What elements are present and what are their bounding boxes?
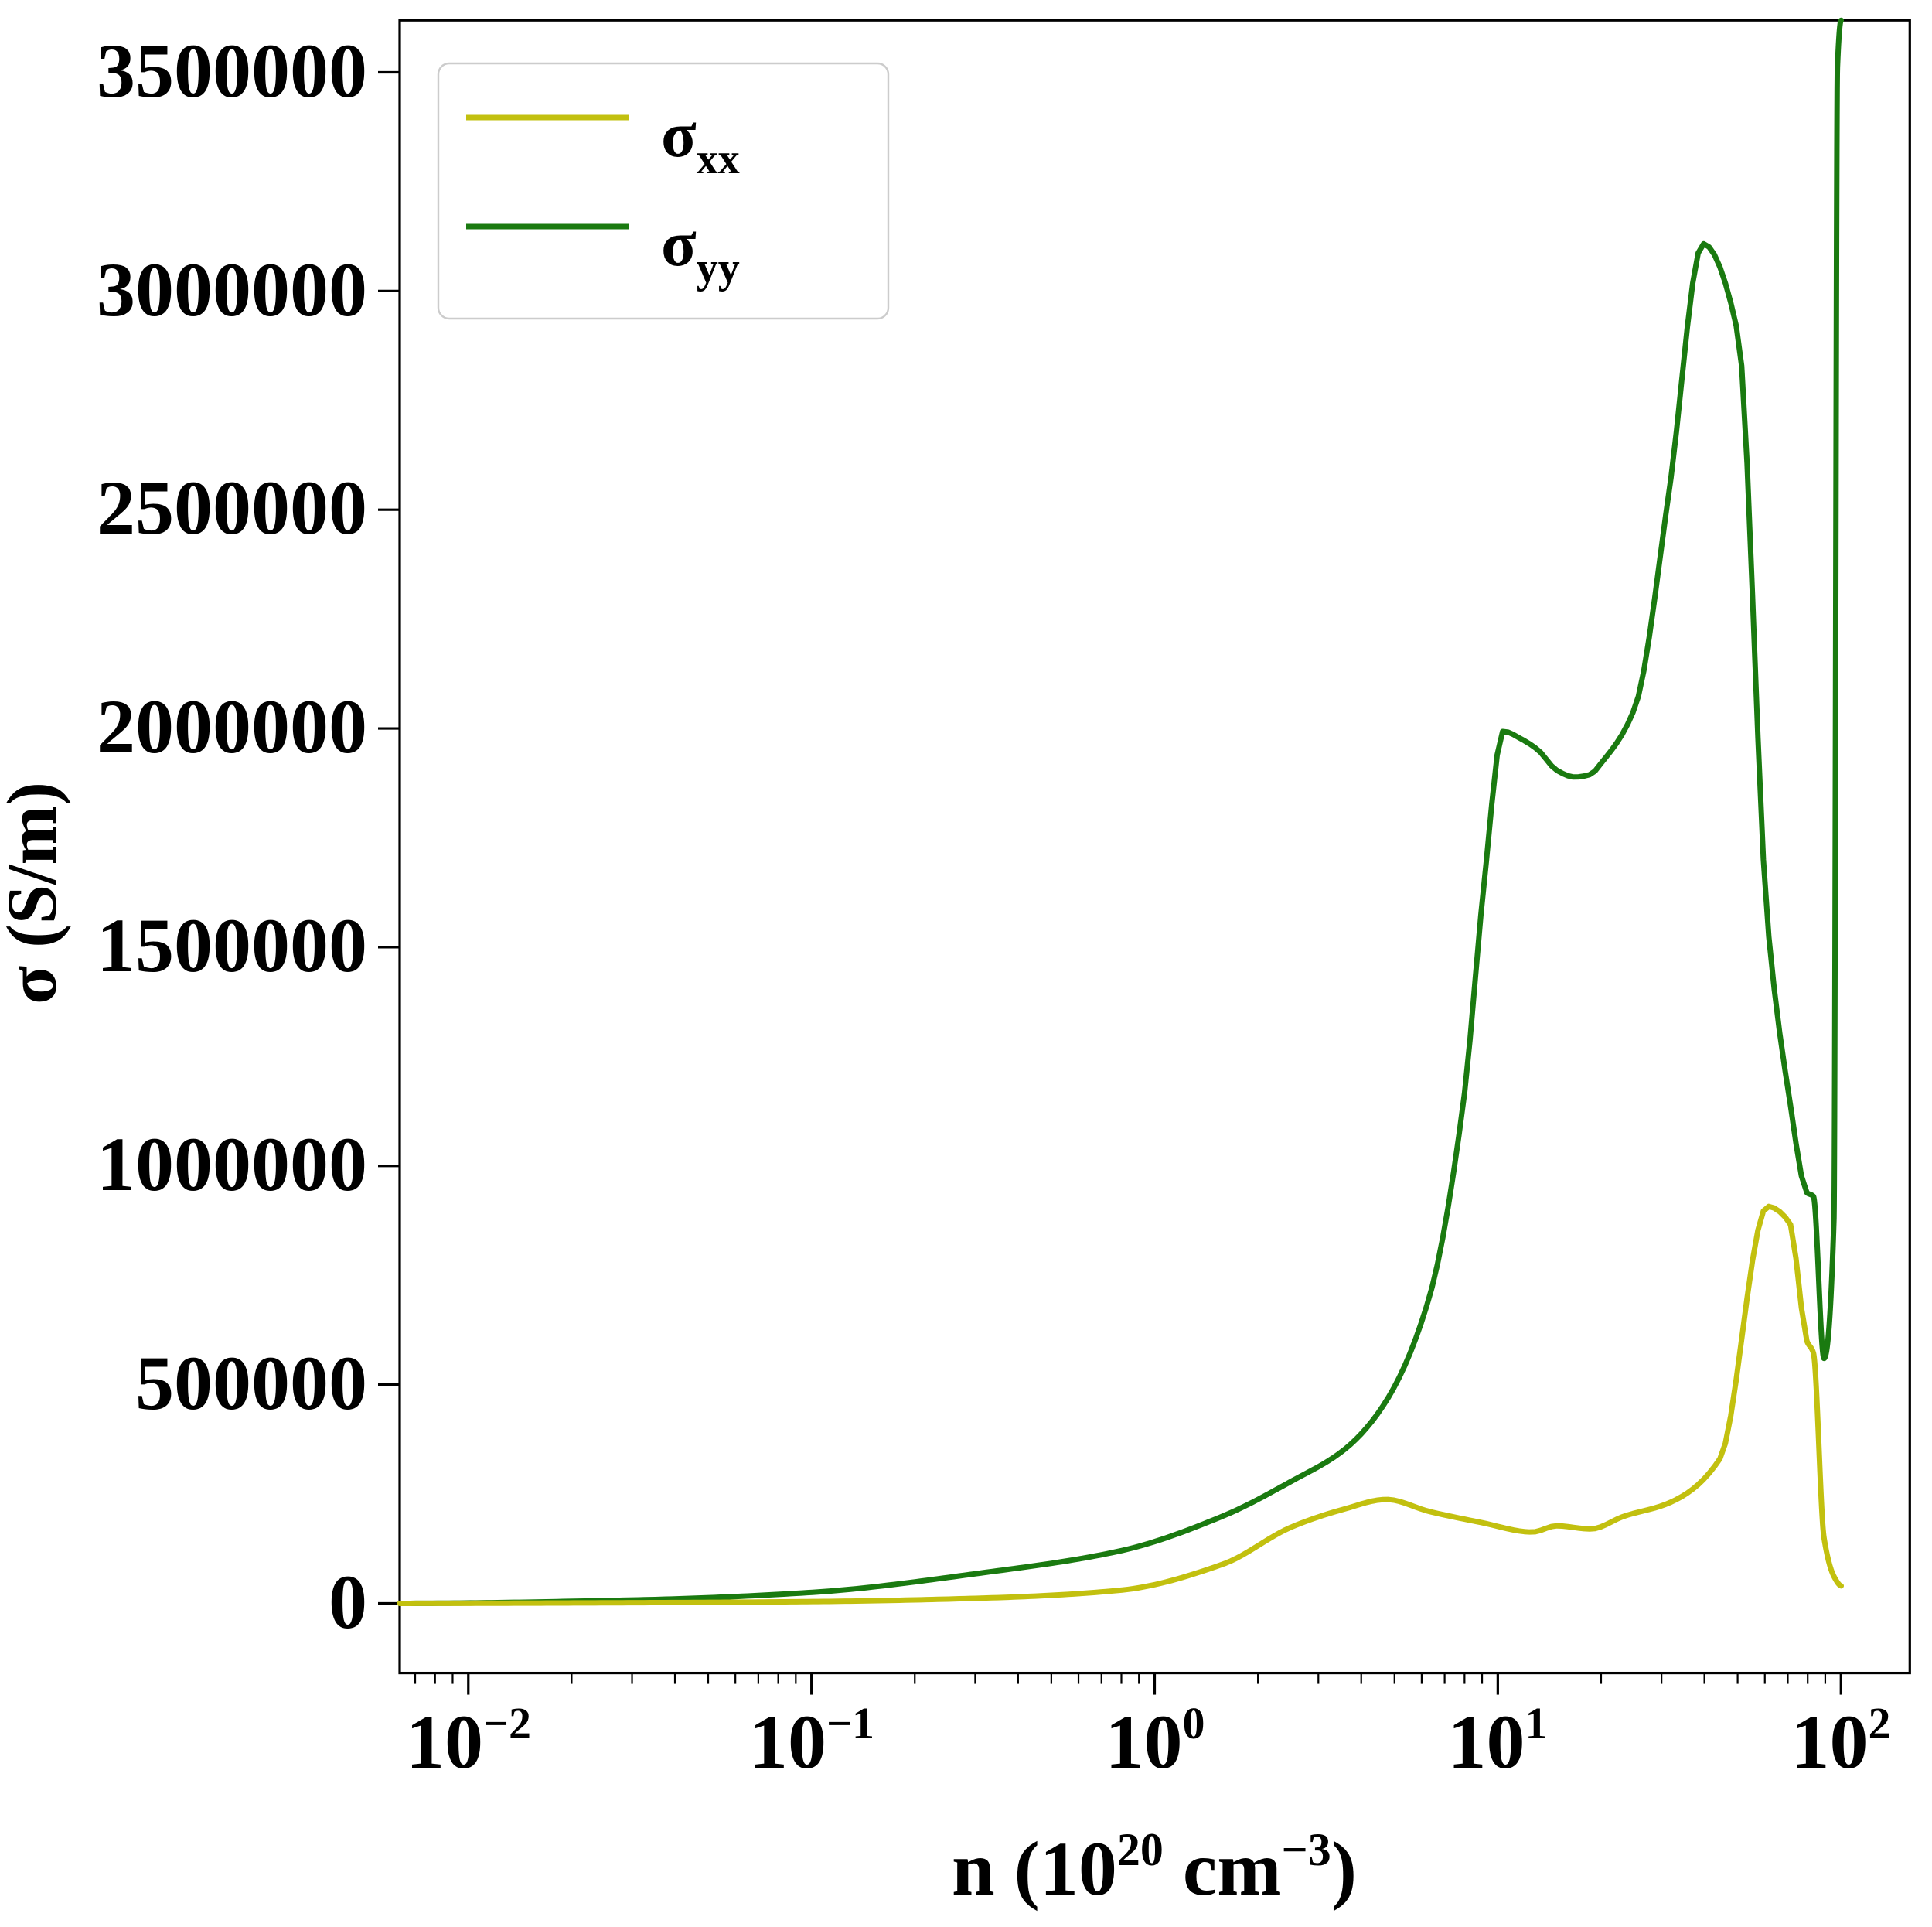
svg-text:2500000: 2500000 (97, 465, 367, 551)
svg-text:1500000: 1500000 (97, 902, 367, 988)
svg-text:1000000: 1000000 (97, 1121, 367, 1207)
svg-text:σ (S/m): σ (S/m) (0, 782, 71, 1004)
svg-text:3000000: 3000000 (97, 247, 367, 333)
svg-text:500000: 500000 (135, 1340, 367, 1426)
svg-text:2000000: 2000000 (97, 684, 367, 769)
svg-text:3500000: 3500000 (97, 28, 367, 114)
svg-text:0: 0 (329, 1559, 367, 1645)
